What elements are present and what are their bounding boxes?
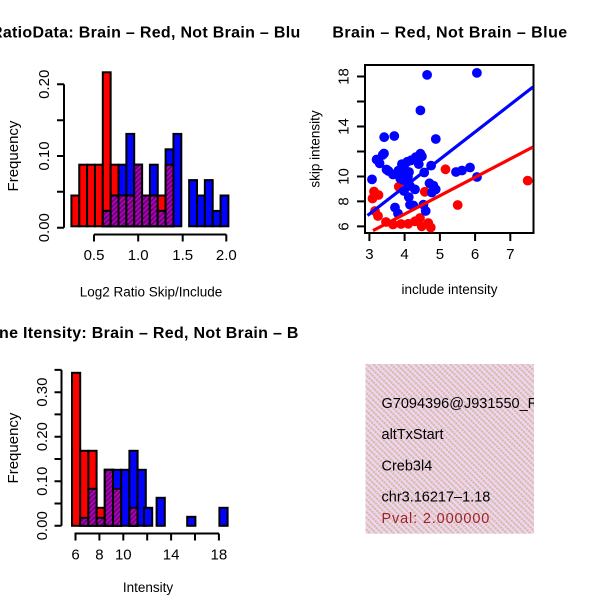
svg-text:include intensity: include intensity — [401, 282, 497, 297]
svg-text:10: 10 — [335, 168, 352, 185]
svg-text:2.0: 2.0 — [216, 247, 237, 264]
svg-text:Frequency: Frequency — [5, 120, 22, 191]
svg-text:0.20: 0.20 — [34, 422, 51, 451]
svg-text:10: 10 — [115, 547, 132, 564]
svg-text:0.00: 0.00 — [36, 213, 53, 242]
svg-text:6: 6 — [335, 222, 352, 230]
svg-text:6: 6 — [471, 246, 479, 263]
svg-text:Log2 Ratio Skip/Include: Log2 Ratio Skip/Include — [80, 285, 223, 300]
svg-text:RatioData: Brain – Red, Not Br: RatioData: Brain – Red, Not Brain – Blue — [0, 25, 310, 42]
svg-text:14: 14 — [335, 118, 352, 135]
svg-text:Frequency: Frequency — [5, 412, 22, 483]
svg-text:3: 3 — [365, 246, 373, 263]
svg-text:5: 5 — [436, 246, 444, 263]
svg-text:1.5: 1.5 — [172, 247, 193, 264]
svg-text:Intensity: Intensity — [123, 580, 174, 595]
svg-text:4: 4 — [400, 246, 408, 263]
svg-text:1.0: 1.0 — [128, 247, 149, 264]
svg-text:6: 6 — [71, 547, 79, 564]
svg-text:0.5: 0.5 — [84, 247, 105, 264]
svg-text:chr3.16217–1.18: chr3.16217–1.18 — [382, 490, 491, 506]
svg-text:7: 7 — [506, 246, 514, 263]
svg-text:Brain – Red, Not Brain – Blue: Brain – Red, Not Brain – Blue — [332, 25, 567, 42]
svg-text:18: 18 — [335, 68, 352, 85]
svg-text:0.10: 0.10 — [36, 141, 53, 170]
svg-text:0.20: 0.20 — [36, 70, 53, 99]
svg-text:8: 8 — [95, 547, 103, 564]
svg-text:G7094396@J931550_RC1: G7094396@J931550_RC1 — [382, 396, 557, 412]
svg-text:0.00: 0.00 — [34, 511, 51, 540]
svg-text:8: 8 — [335, 197, 352, 205]
svg-text:0.30: 0.30 — [34, 378, 51, 407]
svg-text:18: 18 — [211, 547, 228, 564]
svg-text:Creb3l4: Creb3l4 — [382, 458, 433, 474]
svg-text:Pval: 2.000000: Pval: 2.000000 — [382, 511, 491, 527]
svg-text:14: 14 — [163, 547, 180, 564]
svg-text:skip intensity: skip intensity — [308, 110, 323, 188]
svg-text:0.10: 0.10 — [34, 467, 51, 496]
svg-text:ne Itensity: Brain – Red, Not: ne Itensity: Brain – Red, Not Brain – B — [0, 325, 299, 342]
svg-text:altTxStart: altTxStart — [382, 427, 444, 443]
